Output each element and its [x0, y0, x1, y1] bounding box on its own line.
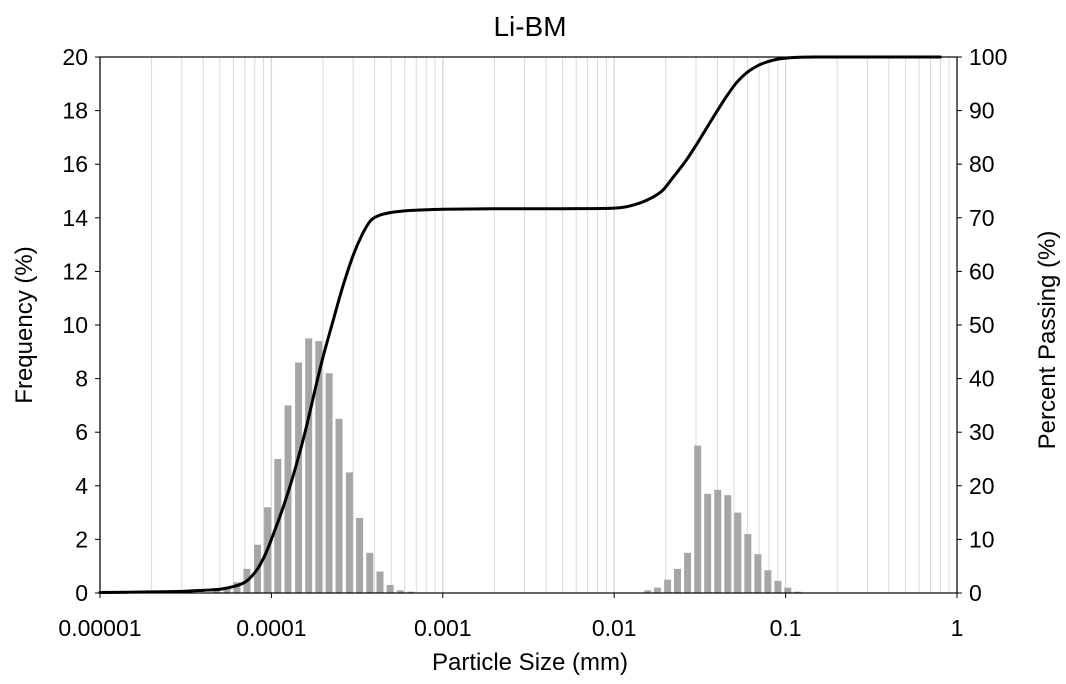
frequency-bar [213, 590, 221, 593]
y2-tick-label: 0 [969, 580, 982, 606]
frequency-bar [284, 405, 292, 593]
frequency-bar [386, 584, 394, 593]
frequency-bar [654, 587, 662, 593]
percent-passing-curve [98, 55, 942, 594]
x-tick-label: 0.00001 [58, 615, 141, 641]
frequency-bar [734, 512, 742, 593]
frequency-bar [774, 580, 782, 593]
frequency-bar [233, 582, 241, 593]
frequency-bar [664, 579, 672, 593]
frequency-bar [764, 570, 772, 593]
x-tick-label: 1 [951, 615, 964, 641]
x-tick-label: 0.1 [770, 615, 802, 641]
axes: 0 2 4 6 8 10 12 14 16 18 20 0 10 20 30 40 50 60 70 80 90 100 0… [58, 44, 1007, 641]
y-tick-label: 12 [62, 258, 88, 284]
y-tick-label: 16 [62, 151, 88, 177]
frequency-bar [694, 445, 702, 593]
frequency-bar [744, 534, 752, 593]
frequency-bar [407, 591, 415, 593]
frequency-bar [325, 373, 333, 593]
frequency-bar [345, 472, 353, 593]
x-tick-label: 0.0001 [236, 615, 306, 641]
y2-tick-label: 40 [969, 366, 995, 392]
y-tick-label: 4 [75, 473, 88, 499]
y2-tick-label: 30 [969, 419, 995, 445]
frequency-bar [356, 517, 364, 593]
y-axis-title: Frequency (%) [11, 246, 38, 403]
frequency-bars [213, 338, 852, 593]
frequency-bar [376, 571, 384, 593]
y2-tick-label: 100 [969, 44, 1007, 70]
frequency-bar [714, 489, 722, 593]
y2-tick-label: 20 [969, 473, 995, 499]
frequency-bar [305, 338, 313, 593]
y-tick-label: 0 [75, 580, 88, 606]
frequency-bar [335, 418, 343, 593]
frequency-bar [315, 341, 323, 593]
frequency-bar [644, 590, 652, 593]
y-tick-label: 8 [75, 366, 88, 392]
y2-tick-label: 60 [969, 258, 995, 284]
y-tick-label: 2 [75, 526, 88, 552]
y-tick-label: 18 [62, 98, 88, 124]
y-tick-label: 14 [62, 205, 88, 231]
y2-tick-label: 80 [969, 151, 995, 177]
frequency-bar [396, 590, 404, 593]
y-tick-label: 6 [75, 419, 88, 445]
frequency-bar [754, 554, 762, 593]
grid-lines [99, 57, 950, 593]
y-tick-label: 20 [62, 44, 88, 70]
y2-tick-label: 70 [969, 205, 995, 231]
frequency-bar [784, 587, 792, 593]
x-axis-title: Particle Size (mm) [432, 649, 628, 676]
x-tick-label: 0.01 [592, 615, 637, 641]
y2-tick-label: 90 [969, 98, 995, 124]
frequency-bar [673, 568, 681, 593]
frequency-bar [223, 587, 231, 593]
y2-axis-title: Percent Passing (%) [1034, 231, 1061, 450]
frequency-bar [724, 495, 732, 593]
frequency-bar [295, 362, 303, 593]
y2-tick-label: 50 [969, 312, 995, 338]
chart-title: Li-BM [493, 11, 566, 42]
y2-tick-label: 10 [969, 526, 995, 552]
frequency-bar [794, 591, 802, 593]
frequency-bar [366, 552, 374, 593]
frequency-bar [704, 493, 712, 593]
frequency-bar [684, 552, 692, 593]
y-tick-label: 10 [62, 312, 88, 338]
plot-frame [99, 56, 958, 594]
x-tick-label: 0.001 [414, 615, 472, 641]
percent-passing-line [98, 55, 942, 594]
